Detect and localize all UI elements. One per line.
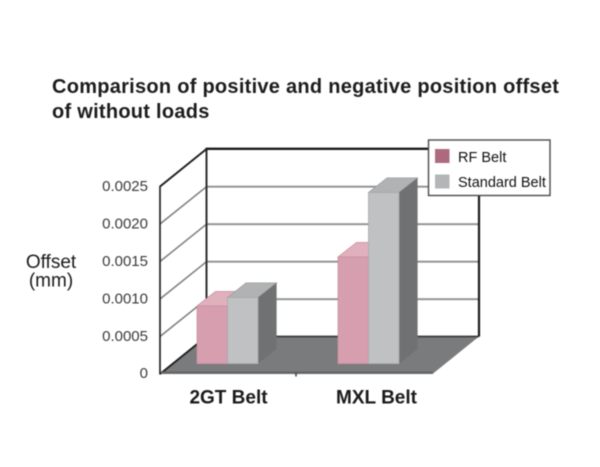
svg-text:MXL Belt: MXL Belt bbox=[336, 388, 418, 409]
svg-text:0.0020: 0.0020 bbox=[102, 216, 148, 233]
svg-text:0.0005: 0.0005 bbox=[102, 328, 148, 345]
svg-text:of without loads: of without loads bbox=[52, 101, 210, 123]
svg-text:Comparison of positive and neg: Comparison of positive and negative posi… bbox=[52, 76, 559, 98]
svg-text:RF Belt: RF Belt bbox=[458, 150, 506, 166]
svg-text:0: 0 bbox=[140, 365, 148, 382]
svg-text:0.0015: 0.0015 bbox=[102, 253, 148, 270]
svg-text:Standard Belt: Standard Belt bbox=[458, 175, 546, 191]
svg-text:(mm): (mm) bbox=[29, 271, 73, 292]
svg-text:0.0010: 0.0010 bbox=[102, 291, 148, 308]
svg-text:Offset: Offset bbox=[26, 252, 77, 273]
svg-text:2GT Belt: 2GT Belt bbox=[189, 388, 268, 409]
svg-text:0.0025: 0.0025 bbox=[102, 178, 148, 195]
